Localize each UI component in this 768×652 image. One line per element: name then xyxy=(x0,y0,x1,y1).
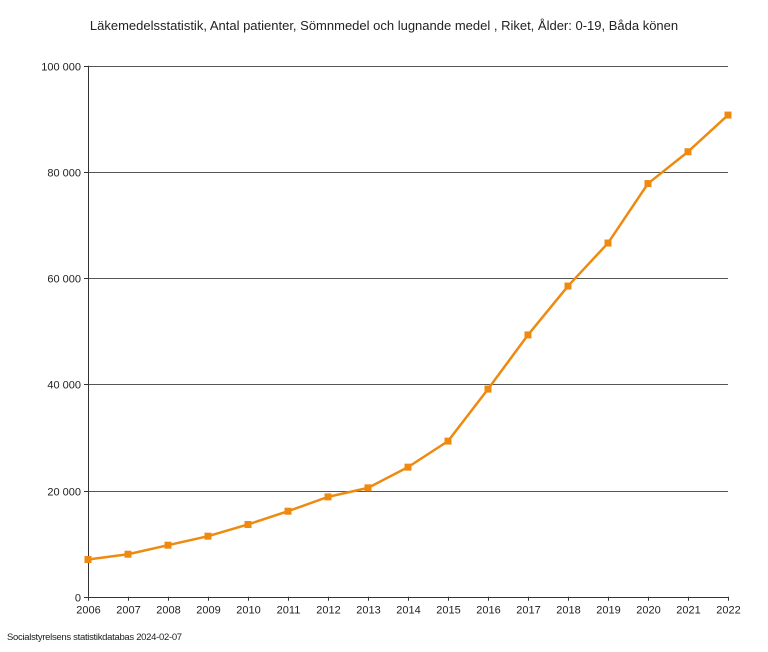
data-point xyxy=(124,550,132,558)
x-tick-label: 2022 xyxy=(716,605,740,617)
x-tick-label: 2020 xyxy=(636,605,660,617)
data-point xyxy=(644,180,652,188)
data-point xyxy=(684,148,692,156)
x-tick-label: 2009 xyxy=(196,605,220,617)
y-tick-label: 0 xyxy=(75,593,81,605)
y-tick-label: 80 000 xyxy=(47,168,81,180)
data-point xyxy=(204,532,212,540)
x-tick-label: 2011 xyxy=(277,605,301,617)
y-tick-label: 40 000 xyxy=(47,380,81,392)
x-tick-label: 2018 xyxy=(556,605,580,617)
data-point xyxy=(484,385,492,393)
x-tick-label: 2015 xyxy=(436,605,460,617)
y-tick-label: 20 000 xyxy=(47,487,81,499)
data-point xyxy=(524,331,532,339)
data-point xyxy=(724,111,732,119)
data-point xyxy=(164,541,172,549)
x-tick-label: 2006 xyxy=(76,605,100,617)
data-point xyxy=(84,556,92,564)
y-tick-label: 60 000 xyxy=(47,274,81,286)
x-tick-label: 2021 xyxy=(676,605,700,617)
x-tick-label: 2010 xyxy=(236,605,260,617)
chart-title: Läkemedelsstatistik, Antal patienter, Sö… xyxy=(89,18,679,33)
x-tick-label: 2012 xyxy=(316,605,340,617)
series-line xyxy=(87,114,729,561)
y-tick-label: 100 000 xyxy=(41,62,81,74)
data-point xyxy=(564,282,572,290)
x-tick-label: 2014 xyxy=(396,605,420,617)
data-point xyxy=(324,493,332,501)
data-point xyxy=(284,507,292,515)
x-tick-label: 2007 xyxy=(116,605,140,617)
data-point xyxy=(364,484,372,492)
data-point xyxy=(604,239,612,247)
data-point xyxy=(404,463,412,471)
source-note: Socialstyrelsens statistikdatabas 2024-0… xyxy=(7,632,182,643)
x-tick-label: 2013 xyxy=(356,605,380,617)
x-tick-label: 2008 xyxy=(156,605,180,617)
data-point xyxy=(444,437,452,445)
x-tick-label: 2017 xyxy=(516,605,540,617)
data-point xyxy=(244,520,252,528)
x-tick-label: 2016 xyxy=(476,605,500,617)
x-tick-label: 2019 xyxy=(596,605,620,617)
